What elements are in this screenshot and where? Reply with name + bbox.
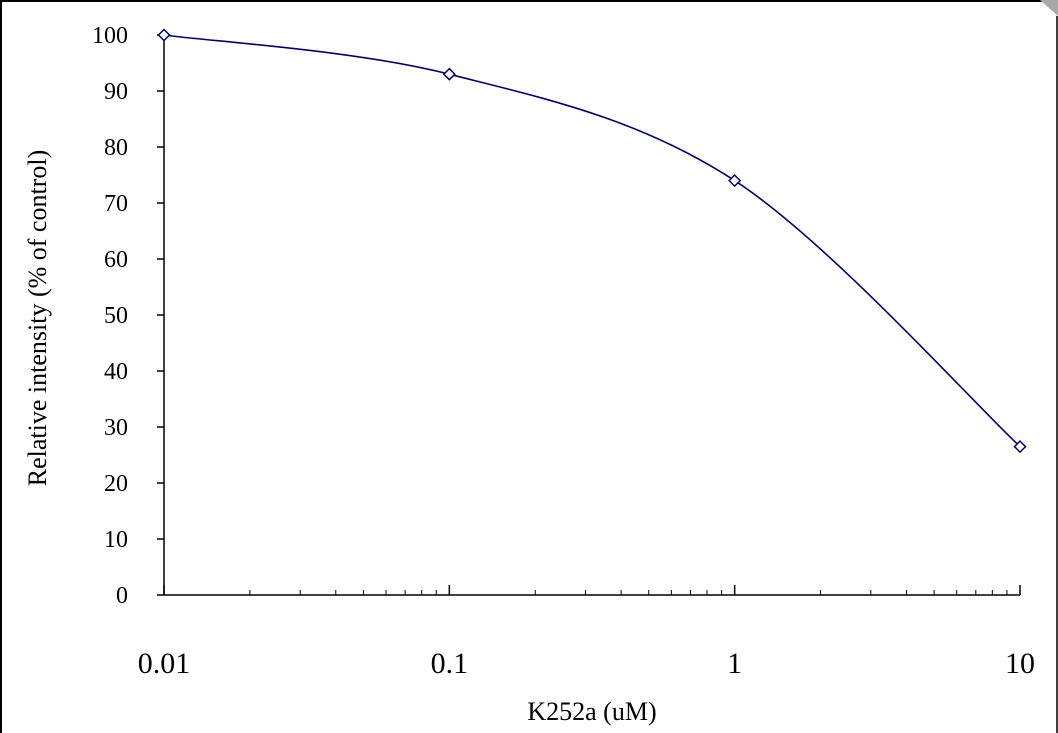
y-tick-label: 80 [104,135,128,161]
y-tick-label: 90 [104,79,128,105]
y-tick-label: 70 [104,191,128,217]
data-point-marker [728,174,742,188]
x-tick-label: 0.1 [431,647,469,680]
x-axis-title: K252a (uM) [527,697,656,726]
y-tick-label: 10 [104,527,128,553]
y-tick-label: 30 [104,415,128,441]
y-axis-title: Relative intensity (% of control) [23,150,52,486]
y-tick-label: 40 [104,359,128,385]
series-layer [157,28,1027,454]
y-tick-label: 20 [104,471,128,497]
y-tick-labels: 0 10 20 30 40 50 60 70 80 90 100 [92,23,128,609]
frame-corner-shadow [1040,0,1058,16]
x-tick-label: 1 [727,647,742,680]
y-tick-label: 0 [116,583,128,609]
y-tick-label: 60 [104,247,128,273]
series-line [163,34,1021,448]
data-point-marker [157,28,171,42]
data-point-marker [1013,440,1027,454]
x-tick-label: 10 [1005,647,1035,680]
data-point-marker [442,67,456,81]
axes [157,33,1021,596]
y-tick-label: 50 [104,303,128,329]
y-tick-label: 100 [92,23,128,49]
x-tick-labels: 0.01 0.1 1 10 [138,647,1035,680]
x-tick-label: 0.01 [138,647,191,680]
